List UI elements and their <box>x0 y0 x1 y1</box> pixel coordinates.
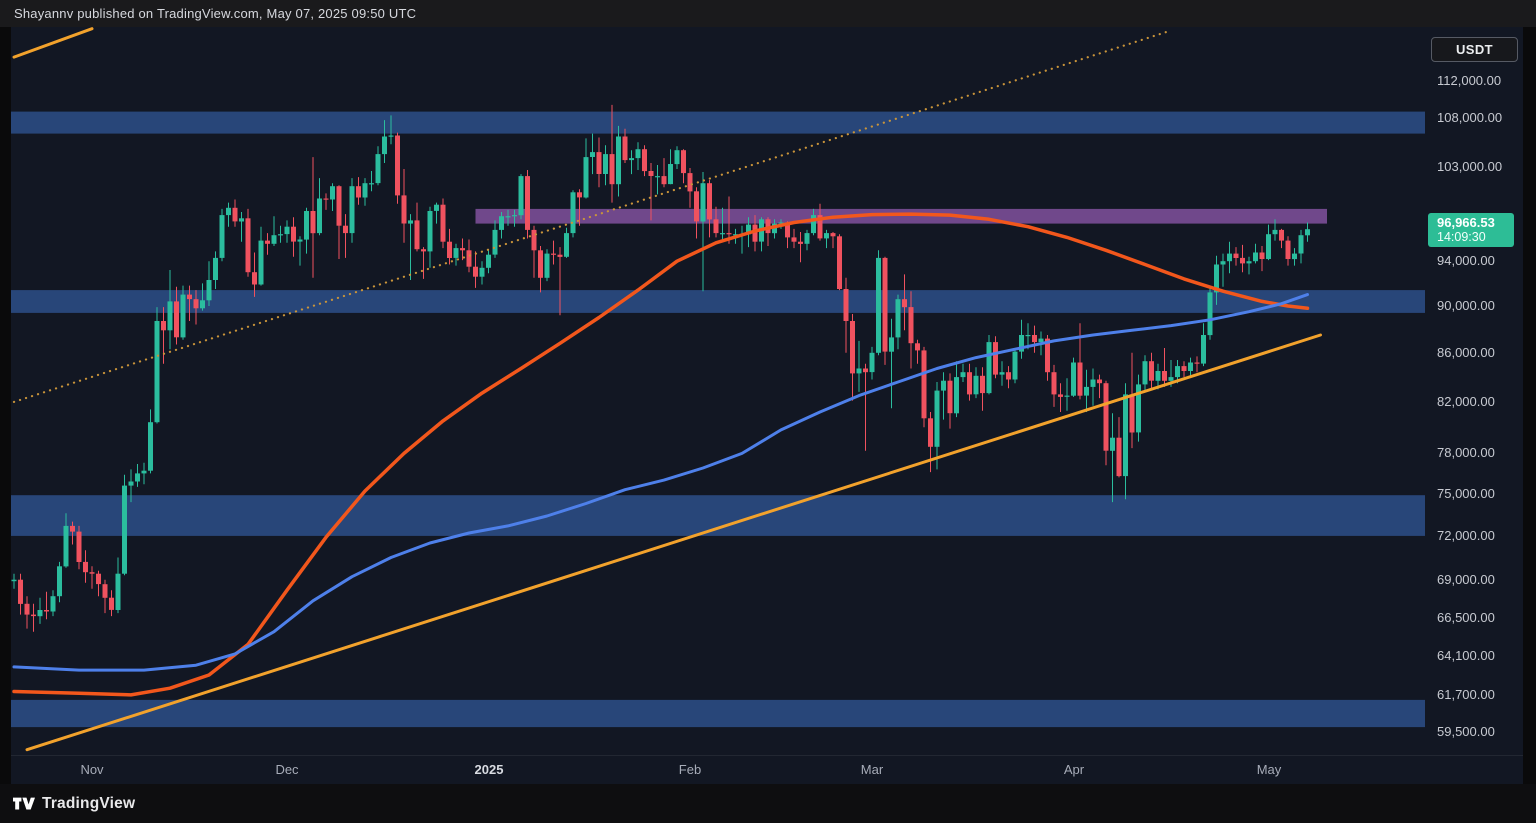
tradingview-link[interactable]: TradingView <box>13 795 135 813</box>
price-tick-label: 78,000.00 <box>1437 445 1495 460</box>
orange-ma-line[interactable] <box>12 212 1310 697</box>
price-tick-label: 66,500.00 <box>1437 610 1495 625</box>
candlestick-series[interactable] <box>11 104 1311 632</box>
price-tick-label: 72,000.00 <box>1437 528 1495 543</box>
time-tick-feb: Feb <box>678 762 702 777</box>
price-tick-label: 61,700.00 <box>1437 687 1495 702</box>
time-tick-may: May <box>1256 762 1282 777</box>
price-tick-label: 75,000.00 <box>1437 486 1495 501</box>
brand-text: TradingView <box>42 794 136 812</box>
support-zone-73k[interactable] <box>11 495 1425 536</box>
price-tick-label: 108,000.00 <box>1437 110 1503 125</box>
footer-bar: TradingView <box>0 784 1536 823</box>
price-tick-label: 90,000.00 <box>1437 298 1495 313</box>
price-axis[interactable]: USDT 112,000.00108,000.00103,000.0098,00… <box>1425 27 1523 784</box>
bar-countdown: 14:09:30 <box>1437 230 1486 244</box>
price-tick-label: 64,100.00 <box>1437 648 1495 663</box>
support-zone-60k[interactable] <box>11 699 1425 728</box>
candlestick-chart[interactable] <box>11 27 1425 755</box>
resistance-zone-98k[interactable] <box>475 208 1328 224</box>
price-tick-label: 82,000.00 <box>1437 394 1495 409</box>
price-tick-label: 94,000.00 <box>1437 253 1495 268</box>
time-axis[interactable]: Nov Dec 2025 Feb Mar Apr May <box>11 755 1523 784</box>
time-tick-2025: 2025 <box>474 762 504 777</box>
ascending-trendline[interactable] <box>25 333 1322 752</box>
price-tick-label: 86,000.00 <box>1437 345 1495 360</box>
time-tick-nov: Nov <box>80 762 104 777</box>
blue-ma-line[interactable] <box>12 293 1309 672</box>
price-tick-label: 59,500.00 <box>1437 724 1495 739</box>
attribution-text: Shayannv published on TradingView.com, M… <box>14 6 417 21</box>
attribution-bar: Shayannv published on TradingView.com, M… <box>0 0 1536 27</box>
support-zone-90k[interactable] <box>11 290 1425 313</box>
last-price-badge: 96,966.53 14:09:30 <box>1428 213 1514 247</box>
last-price-value: 96,966.53 <box>1437 215 1495 230</box>
currency-button[interactable]: USDT <box>1431 37 1518 62</box>
time-tick-apr: Apr <box>1063 762 1085 777</box>
tradingview-logo-icon <box>13 797 35 809</box>
price-tick-label: 69,000.00 <box>1437 572 1495 587</box>
chart-region: USDT 112,000.00108,000.00103,000.0098,00… <box>0 27 1536 784</box>
price-chart-pane[interactable] <box>11 27 1425 755</box>
ascending-trendline-upper[interactable] <box>12 27 94 59</box>
price-tick-label: 103,000.00 <box>1437 159 1503 174</box>
time-tick-dec: Dec <box>275 762 299 777</box>
time-tick-mar: Mar <box>860 762 884 777</box>
sr-zones <box>11 111 1425 728</box>
resistance-zone-108k[interactable] <box>11 111 1425 134</box>
price-tick-label: 112,000.00 <box>1437 73 1502 88</box>
dotted-channel-line[interactable] <box>12 29 1173 403</box>
